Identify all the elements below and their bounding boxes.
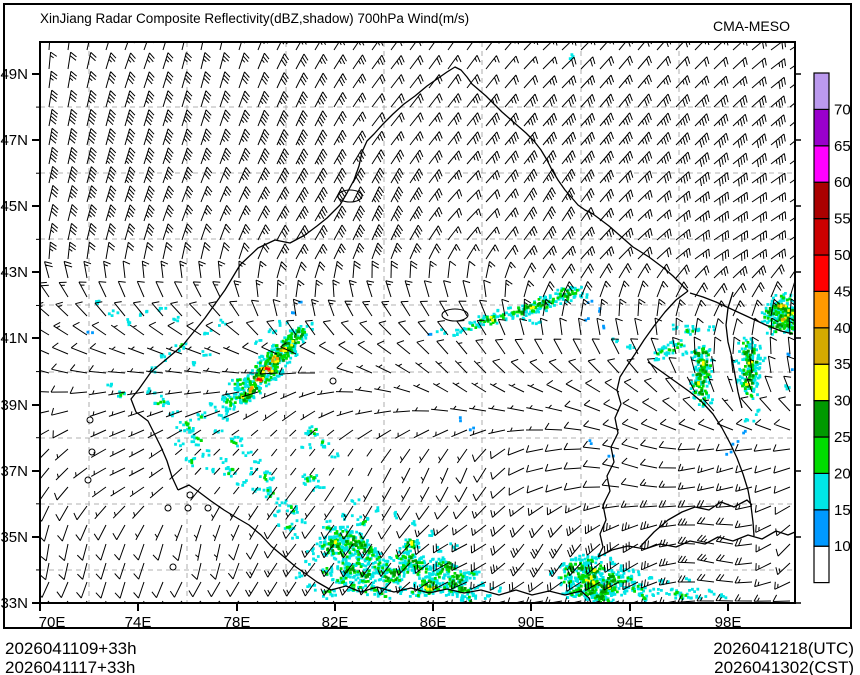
y-tick-label: 33N [0,595,28,612]
colorbar-legend: 10 15 20 25 30 35 40 45 50 55 60 65 70 [813,72,851,584]
x-tick-label: 70E [39,614,66,631]
colorbar-value-label: 70 [834,101,851,118]
colorbar-value-label: 60 [834,174,851,191]
map-boundaries [130,66,795,603]
wind-barbs [40,42,795,603]
colorbar-value-label: 10 [834,538,851,555]
calm-wind-circle [329,377,337,385]
y-tick-label: 35N [0,529,28,546]
calm-wind-circle [84,476,92,484]
radar-echo-layer [249,357,279,391]
x-tick-label: 90E [518,614,545,631]
x-tick-label: 82E [322,614,349,631]
colorbar-value-label: 35 [834,356,851,373]
colorbar-value-label: 50 [834,247,851,264]
valid-time-cst: 2026041302(CST) [714,658,854,675]
calm-wind-circle [186,491,194,499]
x-tick-label: 74E [125,614,152,631]
colorbar-value-label: 65 [834,138,851,155]
model-label: CMA-MESO [713,18,790,34]
map-frame [39,41,796,604]
colorbar-value-label: 45 [834,283,851,300]
calm-wind-circle [88,448,96,456]
province-boundary [182,66,689,346]
y-tick-label: 49N [0,66,28,83]
footer-valid-times: 2026041218(UTC) 2026041302(CST) [713,639,854,675]
y-tick-label: 43N [0,264,28,281]
calm-wind-circle [184,504,192,512]
outer-frame [3,3,852,629]
init-time-utc: 2026041109+33h [5,639,137,658]
colorbar-value-label: 20 [834,465,851,482]
init-time-cst: 2026041117+33h [5,658,136,675]
y-tick-label: 45N [0,198,28,215]
x-tick-label: 98E [715,614,742,631]
province-boundary [689,292,794,335]
calm-wind-circle [164,504,172,512]
lake-outline [337,189,363,203]
province-boundary [130,344,184,491]
radar-echo-layer [256,367,271,382]
wind-barb-strokes [40,42,795,603]
lake-outline [441,308,469,322]
x-tick-label: 94E [617,614,644,631]
province-boundary [639,499,753,548]
footer-init-times: 2026041109+33h 2026041117+33h [5,639,137,675]
y-tick-label: 47N [0,132,28,149]
x-tick-label: 86E [420,614,447,631]
colorbar-value-label: 40 [834,320,851,337]
radar-reflectivity-shading [86,53,795,603]
calm-wind-circle [169,563,177,571]
province-boundary [597,290,689,558]
y-tick-label: 39N [0,397,28,414]
axes: 70E 74E 78E 82E 86E 90E 94E 98E 33N 35N 37N 39N 41N 4… [0,41,801,631]
calm-wind-circle [86,416,94,424]
valid-time-utc: 2026041218(UTC) [713,639,854,658]
chart-title: XinJiang Radar Composite Reflectivity(dB… [40,11,470,26]
y-tick-label: 37N [0,463,28,480]
x-tick-label: 78E [224,614,251,631]
province-boundary [725,291,743,409]
y-tick-label: 41N [0,330,28,347]
province-boundary [177,484,592,603]
colorbar-segment [813,72,830,111]
colorbar-value-label: 25 [834,429,851,446]
colorbar-value-label: 30 [834,393,851,410]
colorbar-value-label: 55 [834,211,851,228]
colorbar-value-label: 15 [834,502,851,519]
calm-wind-circle [204,504,212,512]
